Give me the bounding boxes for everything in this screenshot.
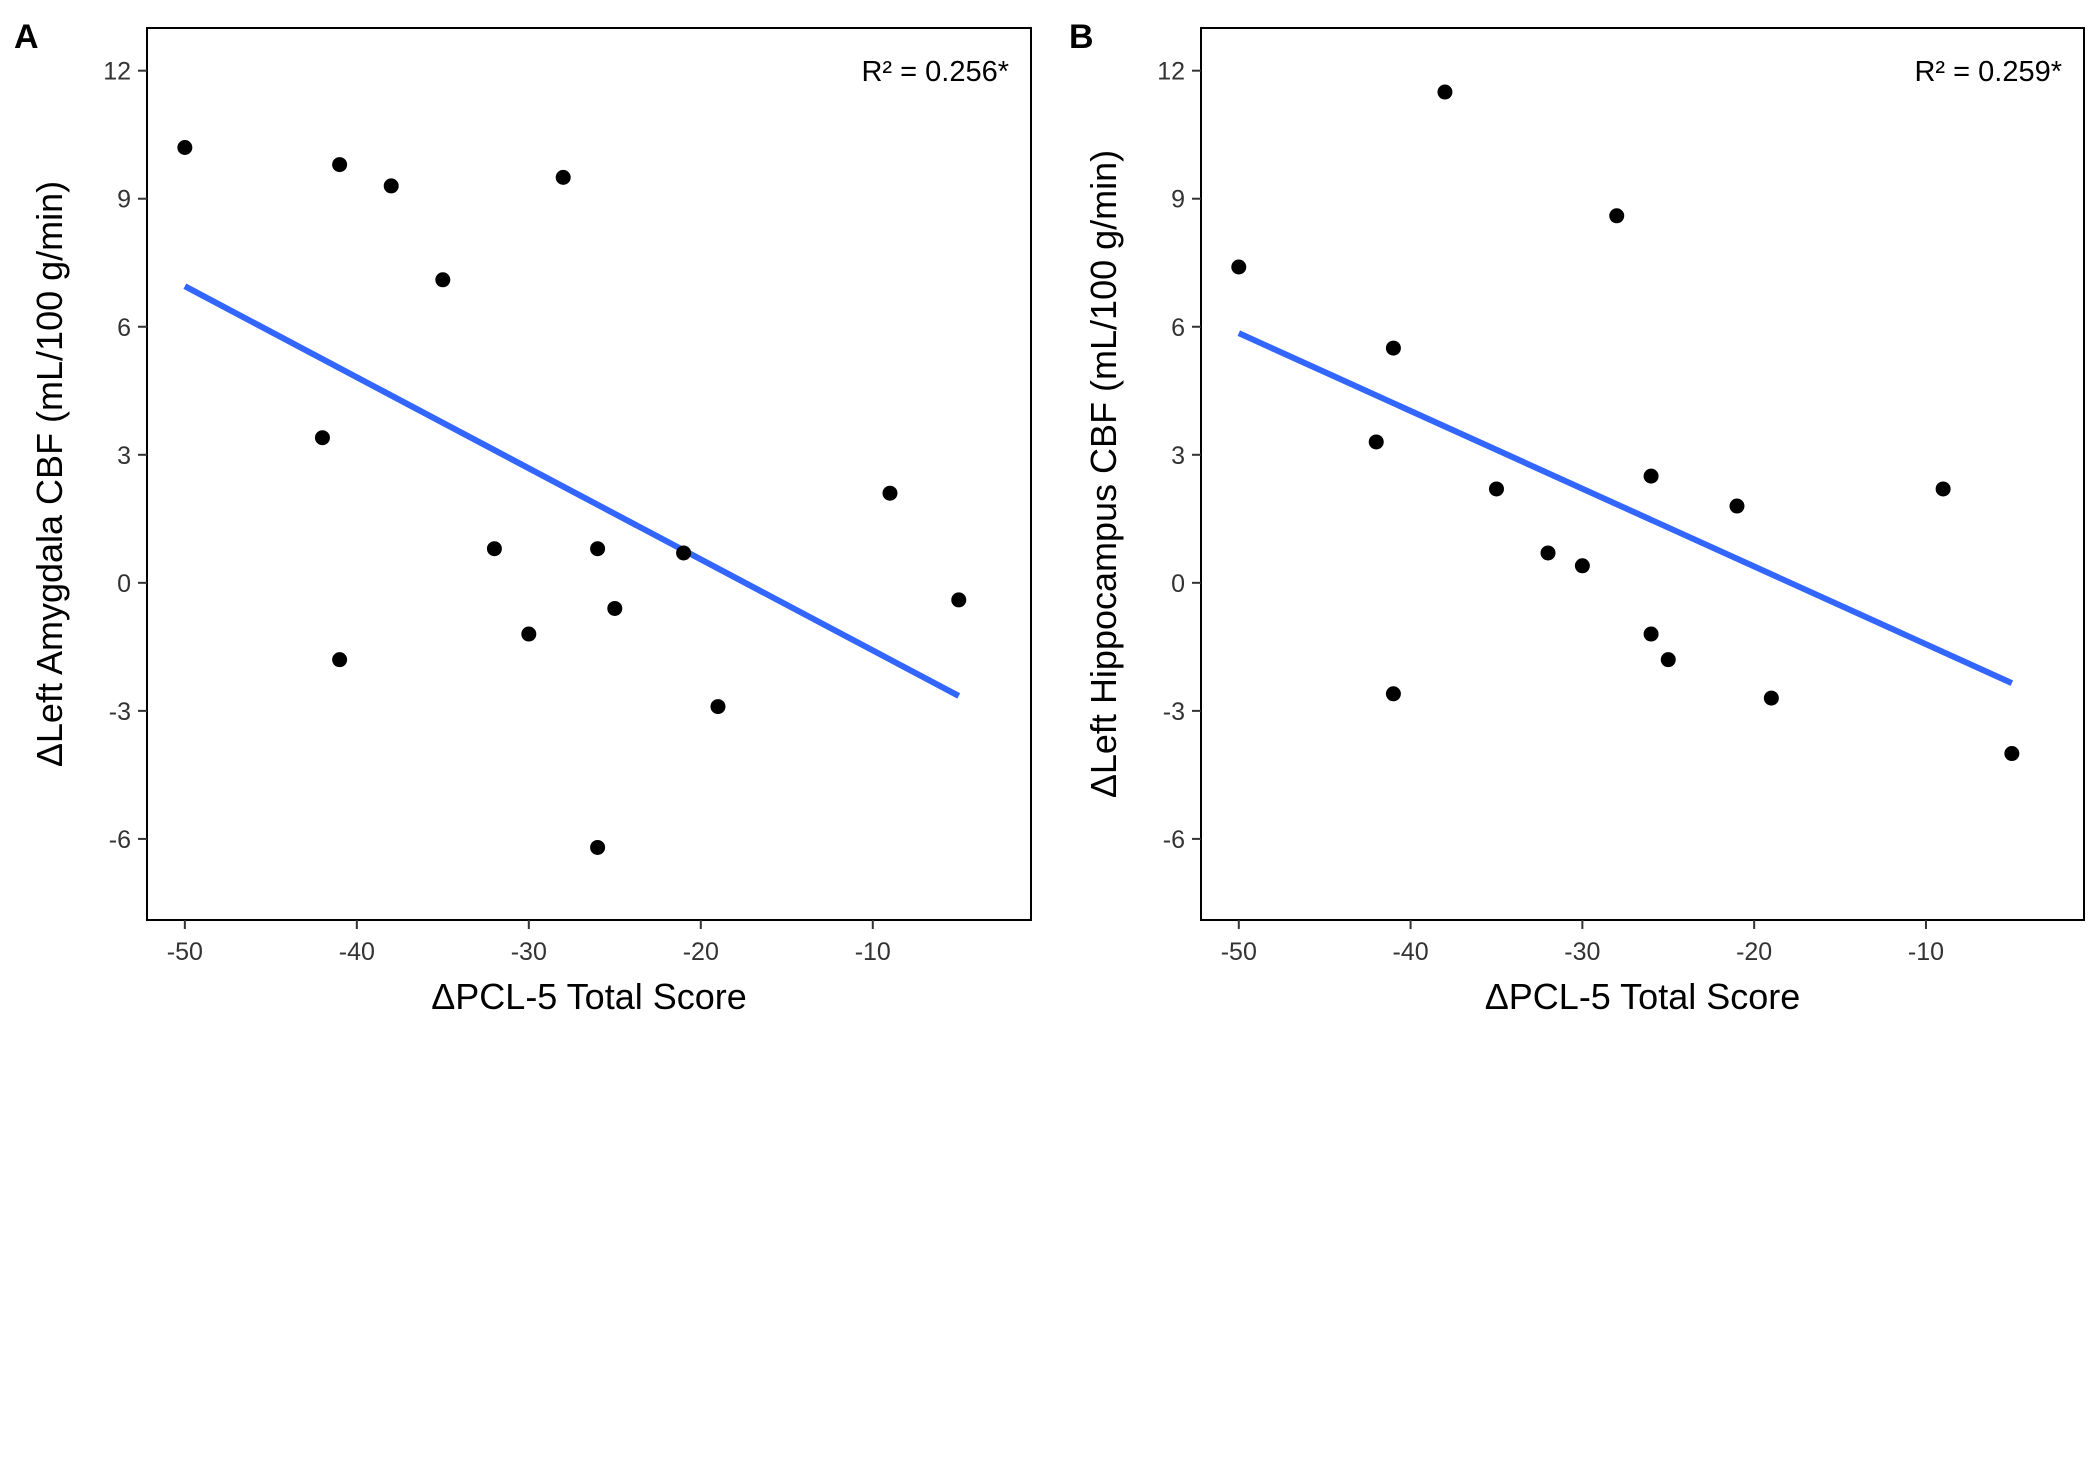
data-point <box>1231 259 1247 275</box>
y-tick-label: -3 <box>1163 698 1185 726</box>
data-point <box>383 178 399 194</box>
plot-frame <box>146 27 1032 921</box>
data-point <box>1609 208 1625 224</box>
data-point <box>882 485 898 501</box>
regression-line <box>183 283 961 699</box>
panel-label: B <box>1069 18 1094 56</box>
data-point <box>332 652 348 668</box>
data-point <box>1660 652 1676 668</box>
y-tick-label: 9 <box>117 186 131 214</box>
plot-frame <box>1200 27 2085 921</box>
y-tick-label: -3 <box>109 698 131 726</box>
data-point <box>1385 686 1401 702</box>
data-point <box>1488 481 1504 497</box>
x-axis-title: ΔPCL-5 Total Score <box>1485 976 1801 1017</box>
x-tick-label: -20 <box>1736 938 1772 966</box>
y-axis-title: ΔLeft Hippocampus CBF (mL/100 g/min) <box>1083 150 1124 798</box>
data-point <box>590 541 606 557</box>
data-point <box>1643 468 1659 484</box>
x-tick-label: -50 <box>167 938 203 966</box>
y-tick-label: -6 <box>1163 826 1185 854</box>
data-point <box>590 839 606 855</box>
x-tick-label: -40 <box>339 938 375 966</box>
x-tick-label: -20 <box>683 938 719 966</box>
x-tick-label: -30 <box>511 938 547 966</box>
data-point <box>1385 340 1401 356</box>
data-point <box>1729 498 1745 514</box>
data-point <box>555 169 571 185</box>
data-point <box>314 430 330 446</box>
data-point <box>710 699 726 715</box>
y-tick-label: -6 <box>109 826 131 854</box>
data-point <box>1643 626 1659 642</box>
data-point <box>1935 481 1951 497</box>
y-tick-label: 3 <box>117 442 131 470</box>
data-point <box>1763 690 1779 706</box>
y-axis-title: ΔLeft Amygdala CBF (mL/100 g/min) <box>29 181 70 767</box>
regression-line <box>1237 330 2014 686</box>
data-point <box>676 545 692 561</box>
data-point <box>486 541 502 557</box>
y-tick-label: 12 <box>103 58 131 86</box>
x-tick-label: -30 <box>1564 938 1600 966</box>
data-point <box>1437 84 1453 100</box>
y-tick-label: 12 <box>1157 58 1185 86</box>
y-tick-label: 3 <box>1171 442 1185 470</box>
data-point <box>435 272 451 288</box>
y-tick-label: 9 <box>1171 186 1185 214</box>
r-squared-annotation: R² = 0.256* <box>861 56 1009 88</box>
data-point <box>2004 746 2020 762</box>
x-tick-label: -10 <box>855 938 891 966</box>
y-tick-label: 6 <box>117 314 131 342</box>
data-point <box>177 140 193 156</box>
data-point <box>1368 434 1384 450</box>
data-point <box>1540 545 1556 561</box>
r-squared-annotation: R² = 0.259* <box>1914 56 2062 88</box>
panel-label: A <box>14 18 39 56</box>
data-point <box>521 626 537 642</box>
y-tick-label: 0 <box>1171 570 1185 598</box>
data-point <box>607 600 623 616</box>
x-axis-title: ΔPCL-5 Total Score <box>431 976 747 1017</box>
x-tick-label: -10 <box>1908 938 1944 966</box>
x-tick-label: -50 <box>1221 938 1257 966</box>
data-point <box>951 592 967 608</box>
x-tick-label: -40 <box>1393 938 1429 966</box>
data-point <box>332 157 348 173</box>
data-point <box>1574 558 1590 574</box>
y-tick-label: 0 <box>117 570 131 598</box>
y-tick-label: 6 <box>1171 314 1185 342</box>
